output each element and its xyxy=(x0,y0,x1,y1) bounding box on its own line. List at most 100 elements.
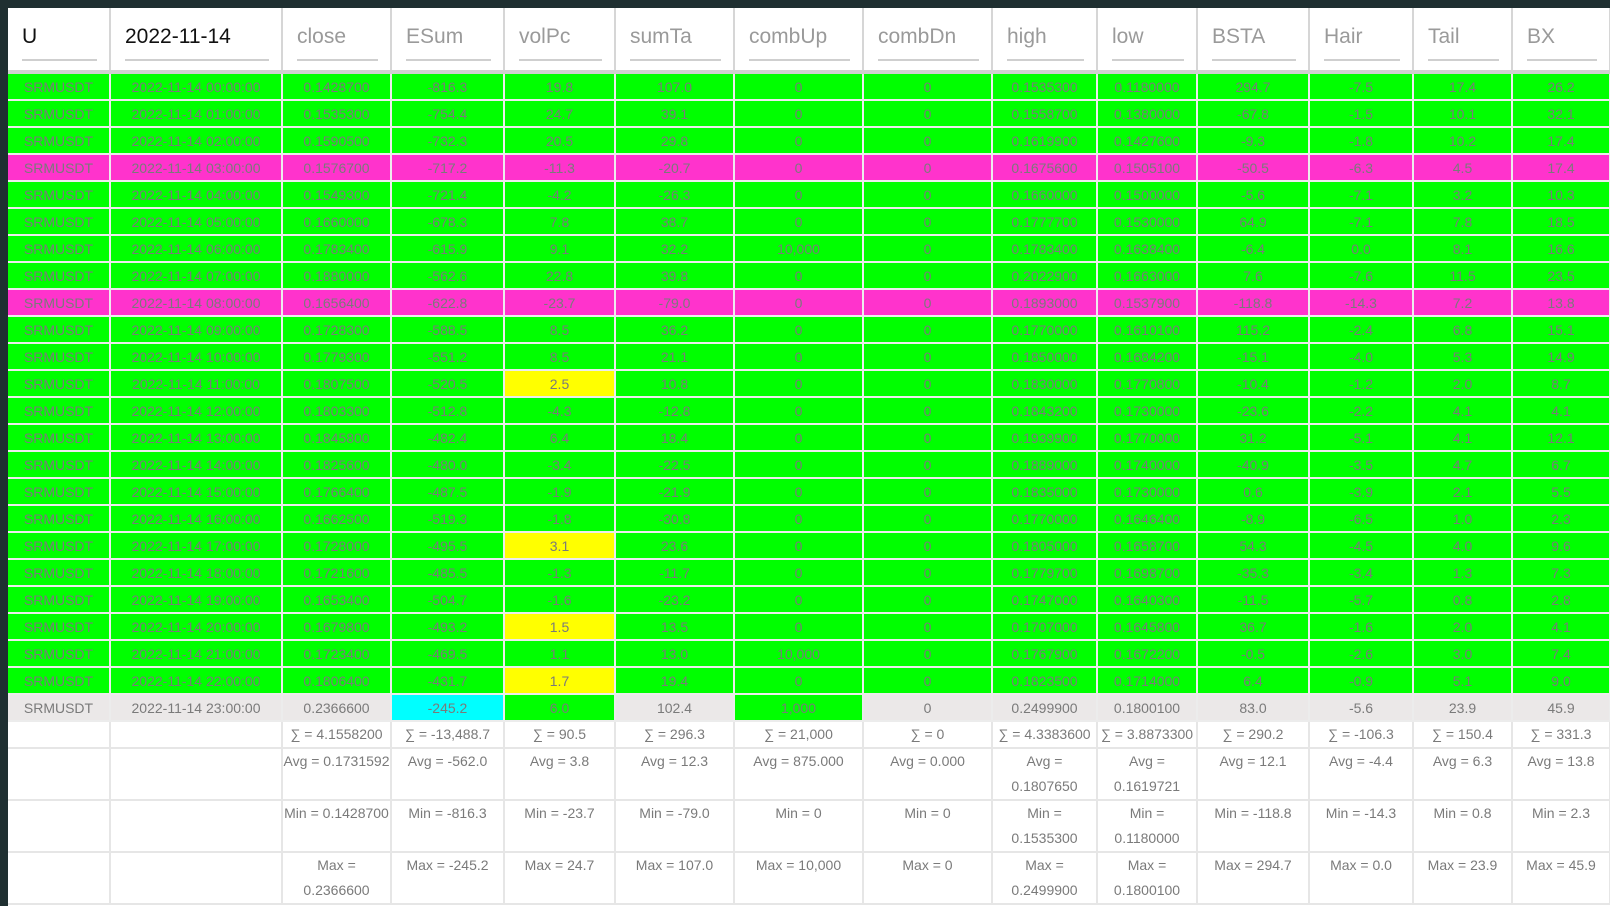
cell-combup: 0 xyxy=(734,316,864,344)
cell-low: 0.1684200 xyxy=(1097,343,1198,371)
cell-close: 0.1428700 xyxy=(282,72,392,101)
cell-high: 0.1707000 xyxy=(992,613,1098,641)
cell-esum: -504.7 xyxy=(391,586,505,614)
column-header-volpc[interactable]: volPc xyxy=(504,8,616,74)
table-row[interactable]: SRMUSDT 2022-11-14 07:00:00 0.1880000 -562.… xyxy=(8,262,1610,290)
column-header-esum[interactable]: ESum xyxy=(391,8,505,74)
cell-close: 0.1803300 xyxy=(282,397,392,425)
column-header-bsta[interactable]: BSTA xyxy=(1197,8,1310,74)
table-row[interactable]: SRMUSDT 2022-11-14 21:00:00 0.1723400 -469.… xyxy=(8,640,1610,668)
table-row[interactable]: SRMUSDT 2022-11-14 23:00:00 0.2366600 -245.… xyxy=(8,694,1610,722)
table-row[interactable]: SRMUSDT 2022-11-14 10:00:00 0.1779300 -551.… xyxy=(8,343,1610,371)
cell-tail: 7.2 xyxy=(1413,289,1513,317)
cell-bsta: -6.4 xyxy=(1197,235,1310,263)
cell-low: 0.1427600 xyxy=(1097,127,1198,155)
column-filter-underline[interactable] xyxy=(1428,59,1499,61)
column-filter-underline[interactable] xyxy=(519,59,602,61)
table-row[interactable]: SRMUSDT 2022-11-14 17:00:00 0.1728000 -495.… xyxy=(8,532,1610,560)
column-header-tail[interactable]: Tail xyxy=(1413,8,1513,74)
cell-hair: -4.0 xyxy=(1309,343,1414,371)
cell-combup: 0 xyxy=(734,451,864,479)
cell-u: SRMUSDT xyxy=(8,505,111,533)
cell-tail: 4.7 xyxy=(1413,451,1513,479)
footer-max-cell xyxy=(8,852,111,905)
column-filter-underline[interactable] xyxy=(297,59,378,61)
cell-u: SRMUSDT xyxy=(8,478,111,506)
cell-bx: 2.8 xyxy=(1512,586,1610,614)
column-filter-underline[interactable] xyxy=(1527,59,1597,61)
column-filter-underline[interactable] xyxy=(125,59,269,61)
cell-bsta: -35.3 xyxy=(1197,559,1310,587)
cell-close: 0.1721600 xyxy=(282,559,392,587)
cell-hair: -5.1 xyxy=(1309,424,1414,452)
cell-hair: -2.2 xyxy=(1309,397,1414,425)
table-row[interactable]: SRMUSDT 2022-11-14 01:00:00 0.1535300 -754.… xyxy=(8,100,1610,128)
column-filter-underline[interactable] xyxy=(1212,59,1296,61)
column-header-sumta[interactable]: sumTa xyxy=(615,8,735,74)
cell-close: 0.1660000 xyxy=(282,208,392,236)
column-filter-underline[interactable] xyxy=(630,59,721,61)
column-filter-underline[interactable] xyxy=(1112,59,1184,61)
column-header-u[interactable]: U xyxy=(8,8,111,74)
column-header-low[interactable]: low xyxy=(1097,8,1198,74)
cell-2022-11-14: 2022-11-14 06:00:00 xyxy=(110,235,283,263)
table-row[interactable]: SRMUSDT 2022-11-14 12:00:00 0.1803300 -512.… xyxy=(8,397,1610,425)
cell-bsta: 0.6 xyxy=(1197,478,1310,506)
column-filter-underline[interactable] xyxy=(406,59,491,61)
cell-volpc: -3.4 xyxy=(504,451,616,479)
column-header-hair[interactable]: Hair xyxy=(1309,8,1414,74)
column-header-high[interactable]: high xyxy=(992,8,1098,74)
footer-avg-cell: Avg = 0.1731592 xyxy=(282,748,392,801)
table-row[interactable]: SRMUSDT 2022-11-14 22:00:00 0.1806400 -431.… xyxy=(8,667,1610,695)
cell-sumta: -22.5 xyxy=(615,451,735,479)
cell-tail: 1.0 xyxy=(1413,505,1513,533)
column-header-label: Hair xyxy=(1324,25,1363,48)
cell-combdn: 0 xyxy=(863,640,993,668)
table-row[interactable]: SRMUSDT 2022-11-14 09:00:00 0.1728300 -588.… xyxy=(8,316,1610,344)
table-row[interactable]: SRMUSDT 2022-11-14 13:00:00 0.1845800 -482.… xyxy=(8,424,1610,452)
column-header-combup[interactable]: combUp xyxy=(734,8,864,74)
column-filter-underline[interactable] xyxy=(22,59,97,61)
cell-bx: 6.7 xyxy=(1512,451,1610,479)
table-row[interactable]: SRMUSDT 2022-11-14 11:00:00 0.1807500 -520.… xyxy=(8,370,1610,398)
table-row[interactable]: SRMUSDT 2022-11-14 00:00:00 0.1428700 -816.… xyxy=(8,72,1610,101)
column-header-close[interactable]: close xyxy=(282,8,392,74)
footer-sum-cell: ∑ = 4.1558200 xyxy=(282,720,392,749)
cell-low: 0.1730000 xyxy=(1097,478,1198,506)
table-row[interactable]: SRMUSDT 2022-11-14 04:00:00 0.1549300 -721.… xyxy=(8,181,1610,209)
cell-u: SRMUSDT xyxy=(8,127,111,155)
cell-sumta: 19.4 xyxy=(615,667,735,695)
table-row[interactable]: SRMUSDT 2022-11-14 06:00:00 0.1783400 -615.… xyxy=(8,235,1610,263)
cell-combup: 10,000 xyxy=(734,640,864,668)
table-row[interactable]: SRMUSDT 2022-11-14 18:00:00 0.1721600 -485.… xyxy=(8,559,1610,587)
footer-min-cell: Min = 2.3 xyxy=(1512,800,1610,853)
cell-close: 0.1549300 xyxy=(282,181,392,209)
cell-bx: 17.4 xyxy=(1512,154,1610,182)
column-filter-underline[interactable] xyxy=(749,59,850,61)
column-filter-underline[interactable] xyxy=(1324,59,1400,61)
table-row[interactable]: SRMUSDT 2022-11-14 16:00:00 0.1662500 -519.… xyxy=(8,505,1610,533)
cell-bsta: -50.5 xyxy=(1197,154,1310,182)
cell-close: 0.1535300 xyxy=(282,100,392,128)
table-row[interactable]: SRMUSDT 2022-11-14 19:00:00 0.1653400 -504.… xyxy=(8,586,1610,614)
column-filter-underline[interactable] xyxy=(878,59,979,61)
table-row[interactable]: SRMUSDT 2022-11-14 03:00:00 0.1576700 -717.… xyxy=(8,154,1610,182)
table-row[interactable]: SRMUSDT 2022-11-14 02:00:00 0.1590500 -732.… xyxy=(8,127,1610,155)
table-row[interactable]: SRMUSDT 2022-11-14 20:00:00 0.1679800 -493.… xyxy=(8,613,1610,641)
column-header-2022-11-14[interactable]: 2022-11-14 xyxy=(110,8,283,74)
table-row[interactable]: SRMUSDT 2022-11-14 05:00:00 0.1660000 -678.… xyxy=(8,208,1610,236)
cell-bsta: -67.8 xyxy=(1197,100,1310,128)
column-filter-underline[interactable] xyxy=(1007,59,1084,61)
column-header-bx[interactable]: BX xyxy=(1512,8,1610,74)
table-row[interactable]: SRMUSDT 2022-11-14 08:00:00 0.1656400 -622.… xyxy=(8,289,1610,317)
table-row[interactable]: SRMUSDT 2022-11-14 14:00:00 0.1825600 -480.… xyxy=(8,451,1610,479)
cell-u: SRMUSDT xyxy=(8,586,111,614)
cell-close: 0.1656400 xyxy=(282,289,392,317)
column-header-combdn[interactable]: combDn xyxy=(863,8,993,74)
table-row[interactable]: SRMUSDT 2022-11-14 15:00:00 0.1766400 -487.… xyxy=(8,478,1610,506)
cell-bsta: -118.8 xyxy=(1197,289,1310,317)
cell-u: SRMUSDT xyxy=(8,667,111,695)
cell-tail: 10.1 xyxy=(1413,100,1513,128)
cell-hair: -0.9 xyxy=(1309,667,1414,695)
cell-hair: -7.6 xyxy=(1309,262,1414,290)
